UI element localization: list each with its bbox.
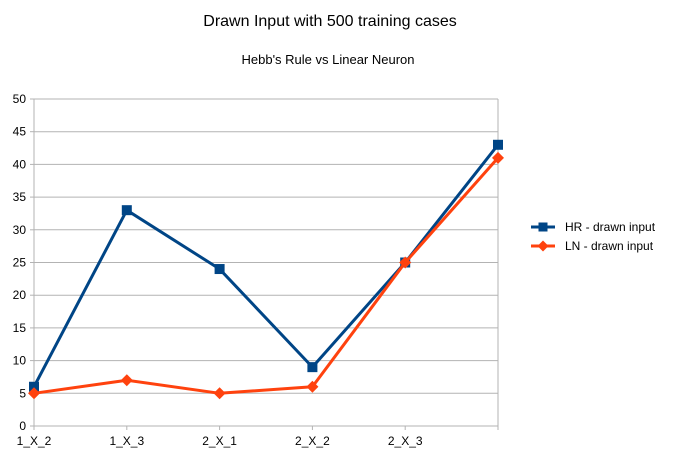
y-tick-label-0: 0 xyxy=(19,419,26,433)
point-1-3 xyxy=(307,362,318,373)
y-tick-label-40: 40 xyxy=(13,157,27,171)
y-tick-label-20: 20 xyxy=(13,288,27,302)
x-tick-label-2_X_2: 2_X_2 xyxy=(295,434,330,448)
point-1-5 xyxy=(493,139,503,150)
legend-label-1: HR - drawn input xyxy=(565,220,656,234)
point-1-0 xyxy=(29,381,39,392)
grid-lines xyxy=(34,98,499,426)
y-tick-label-45: 45 xyxy=(13,125,27,139)
point-2-0 xyxy=(28,387,40,400)
point-1-1 xyxy=(121,205,132,216)
legend-label-2: LN - drawn input xyxy=(565,239,654,253)
series-1 xyxy=(29,139,503,392)
legend-entry-2: LN - drawn input xyxy=(531,239,654,253)
legend: HR - drawn input LN - drawn input xyxy=(531,220,656,253)
point-2-2 xyxy=(213,387,226,400)
x-axis-ticks: 1_X_2 1_X_3 2_X_1 2_X_2 2_X_3 xyxy=(17,426,499,448)
y-tick-label-50: 50 xyxy=(13,92,27,106)
y-tick-label-15: 15 xyxy=(13,321,27,335)
legend-entry-1: HR - drawn input xyxy=(531,220,656,234)
point-2-3 xyxy=(306,380,319,393)
y-axis-ticks: 0 5 10 15 20 25 30 35 40 45 50 xyxy=(13,92,34,433)
series-line-2 xyxy=(33,156,500,395)
legend-marker-1 xyxy=(538,222,548,232)
y-tick-label-5: 5 xyxy=(19,386,26,400)
chart-title: Drawn Input with 500 training cases xyxy=(203,13,456,30)
series-line-1 xyxy=(32,143,500,388)
point-2-4 xyxy=(399,256,412,269)
x-tick-label-2_X_1: 2_X_1 xyxy=(202,434,237,448)
point-1-2 xyxy=(214,264,225,275)
point-2-5 xyxy=(492,151,504,164)
legend-marker-2 xyxy=(537,240,549,252)
y-tick-label-25: 25 xyxy=(13,256,27,270)
x-tick-label-1_X_2: 1_X_2 xyxy=(17,434,52,448)
x-tick-label-1_X_3: 1_X_3 xyxy=(109,434,144,448)
chart-subtitle: Hebb's Rule vs Linear Neuron xyxy=(241,52,414,67)
point-2-1 xyxy=(120,374,133,387)
series xyxy=(28,139,504,400)
y-tick-label-30: 30 xyxy=(13,223,27,237)
series-2 xyxy=(28,151,504,400)
x-tick-label-2_X_3: 2_X_3 xyxy=(388,434,423,448)
y-tick-label-35: 35 xyxy=(13,190,27,204)
y-tick-label-10: 10 xyxy=(13,354,27,368)
